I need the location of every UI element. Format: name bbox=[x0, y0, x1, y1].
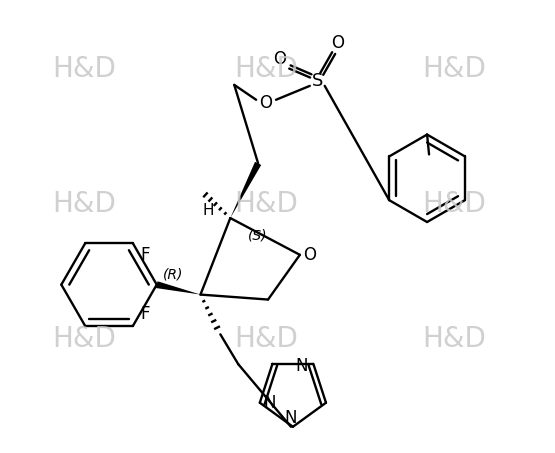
Text: O: O bbox=[303, 246, 316, 264]
Text: F: F bbox=[140, 305, 149, 323]
Text: N: N bbox=[295, 357, 307, 375]
Text: O: O bbox=[260, 94, 273, 112]
Polygon shape bbox=[156, 281, 200, 294]
Text: H&D: H&D bbox=[235, 325, 299, 353]
Text: H&D: H&D bbox=[422, 55, 486, 83]
Text: H: H bbox=[203, 202, 214, 217]
Text: O: O bbox=[274, 50, 286, 68]
Text: O: O bbox=[331, 34, 344, 52]
Text: H&D: H&D bbox=[53, 190, 117, 218]
Text: H&D: H&D bbox=[422, 325, 486, 353]
Text: H&D: H&D bbox=[235, 190, 299, 218]
Text: F: F bbox=[140, 246, 149, 264]
Text: H&D: H&D bbox=[53, 55, 117, 83]
Text: N: N bbox=[285, 409, 297, 427]
Text: H&D: H&D bbox=[235, 55, 299, 83]
Text: (S): (S) bbox=[249, 229, 268, 243]
Text: (R): (R) bbox=[163, 268, 183, 282]
Text: N: N bbox=[264, 394, 276, 412]
Polygon shape bbox=[230, 162, 261, 218]
Text: H&D: H&D bbox=[53, 325, 117, 353]
Text: H&D: H&D bbox=[422, 190, 486, 218]
Text: S: S bbox=[312, 72, 324, 90]
